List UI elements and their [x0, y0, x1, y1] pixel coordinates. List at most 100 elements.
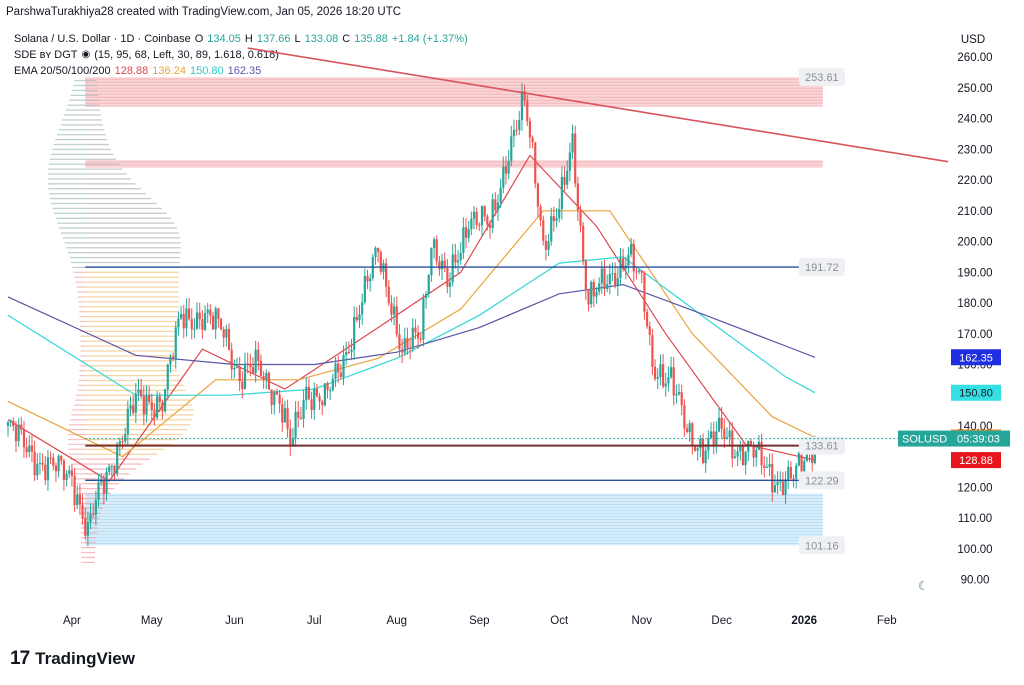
candle-body — [166, 364, 169, 390]
profile-bar-left — [64, 114, 86, 116]
profile-bar-left — [68, 429, 86, 431]
ema-100-value: 150.80 — [189, 65, 224, 77]
candle-body — [590, 281, 593, 305]
profile-bar — [85, 119, 102, 121]
candle-body — [643, 272, 646, 312]
x-tick-label: Sep — [469, 615, 489, 627]
profile-bar — [85, 537, 97, 539]
profile-bar-left — [80, 355, 86, 357]
profile-bar-left — [77, 488, 86, 490]
candle-body — [46, 457, 50, 481]
profile-bar-left — [80, 365, 86, 367]
candle-body — [520, 91, 524, 121]
profile-bar-left — [60, 124, 86, 126]
candle-body — [699, 438, 702, 449]
profile-bar-left — [80, 537, 86, 539]
profile-bar — [85, 84, 97, 87]
profile-bar — [85, 291, 179, 293]
candle-body — [209, 309, 212, 316]
candle-body — [408, 347, 412, 349]
candle-body — [182, 314, 185, 329]
candle-body — [598, 283, 601, 292]
candle-body — [680, 392, 683, 406]
candle-body — [486, 216, 489, 225]
sde-params: (15, 95, 68, Left, 30, 89, 1.618, 0.618) — [94, 49, 279, 61]
candle-body — [275, 391, 279, 395]
y-tick-label: 110.00 — [958, 513, 992, 525]
candle-body — [472, 211, 476, 219]
profile-bar — [85, 325, 177, 328]
x-tick-label: Feb — [877, 615, 897, 627]
candle-body — [281, 403, 284, 423]
candle-body — [153, 409, 156, 418]
profile-bar-left — [80, 551, 86, 554]
candle-body — [550, 216, 553, 242]
candle-body — [717, 417, 721, 432]
candle-body — [334, 363, 337, 379]
profile-bar — [85, 232, 179, 234]
logo-mark: 17 — [10, 648, 30, 669]
candle-body — [321, 401, 324, 406]
sde-name[interactable]: SDE ʙʏ DGT — [14, 49, 78, 61]
profile-bar — [85, 424, 191, 426]
profile-bar-left — [48, 188, 86, 190]
level-label: 133.61 — [805, 441, 839, 453]
candle-body — [36, 463, 39, 476]
candle-body — [353, 316, 356, 350]
profile-bar — [85, 109, 101, 111]
ema-200-value: 162.35 — [227, 65, 262, 77]
symbol-name[interactable]: Solana / U.S. Dollar · 1D · Coinbase — [14, 33, 191, 45]
ema-name[interactable]: EMA 20/50/100/200 — [14, 65, 111, 77]
candle-body — [534, 142, 537, 184]
tradingview-logo[interactable]: 17 TradingView — [10, 648, 135, 670]
candle-body — [9, 420, 12, 422]
profile-bar-left — [78, 306, 86, 308]
candle-body — [126, 408, 129, 435]
candle-body — [603, 268, 606, 290]
moon-icon[interactable]: ☾ — [918, 579, 929, 593]
eye-icon[interactable]: ◉ — [81, 49, 91, 60]
candle-body — [507, 160, 510, 174]
level-label: 122.29 — [805, 475, 839, 487]
candle-body — [733, 456, 737, 459]
candle-body — [12, 420, 15, 426]
candle-body — [691, 423, 694, 446]
profile-bar-left — [72, 409, 86, 411]
candle-body — [299, 417, 303, 419]
candle-body — [235, 367, 239, 369]
profile-bar-left — [56, 134, 86, 136]
price-tag-label: 150.80 — [959, 388, 993, 400]
profile-bar-left — [78, 497, 86, 500]
ema-50-value: 136.24 — [152, 65, 186, 77]
candle-body — [779, 481, 782, 483]
candle-body — [709, 431, 713, 439]
y-tick-label: 170.00 — [957, 329, 992, 341]
sde-row[interactable]: SDE ʙʏ DGT ◉ (15, 95, 68, Left, 30, 89, … — [14, 47, 468, 63]
current-tag-bg — [898, 430, 1010, 447]
profile-bar-left — [68, 448, 86, 450]
profile-bar — [85, 286, 179, 288]
candle-body — [765, 466, 769, 468]
profile-bar-left — [78, 301, 86, 303]
profile-bar — [85, 360, 176, 362]
profile-bar — [85, 237, 181, 239]
candle-body — [97, 482, 100, 501]
profile-bar-left — [62, 237, 86, 239]
ema-row[interactable]: EMA 20/50/100/200 128.88 136.24 150.80 1… — [14, 63, 468, 79]
symbol-row[interactable]: Solana / U.S. Dollar · 1D · Coinbase O 13… — [14, 31, 468, 47]
x-tick-label: May — [141, 615, 163, 627]
profile-bar — [85, 94, 98, 97]
profile-bar-left — [80, 542, 86, 544]
candle-body — [369, 278, 372, 282]
candle-body — [494, 199, 497, 211]
y-tick-label: 210.00 — [957, 206, 992, 218]
candle-body — [547, 241, 550, 250]
profile-bar — [85, 129, 105, 131]
trendline — [247, 47, 949, 163]
profile-bar — [85, 197, 152, 200]
candle-body — [193, 328, 196, 330]
candle-body — [289, 428, 292, 447]
candle-body — [118, 441, 121, 445]
candle-body — [132, 405, 135, 413]
